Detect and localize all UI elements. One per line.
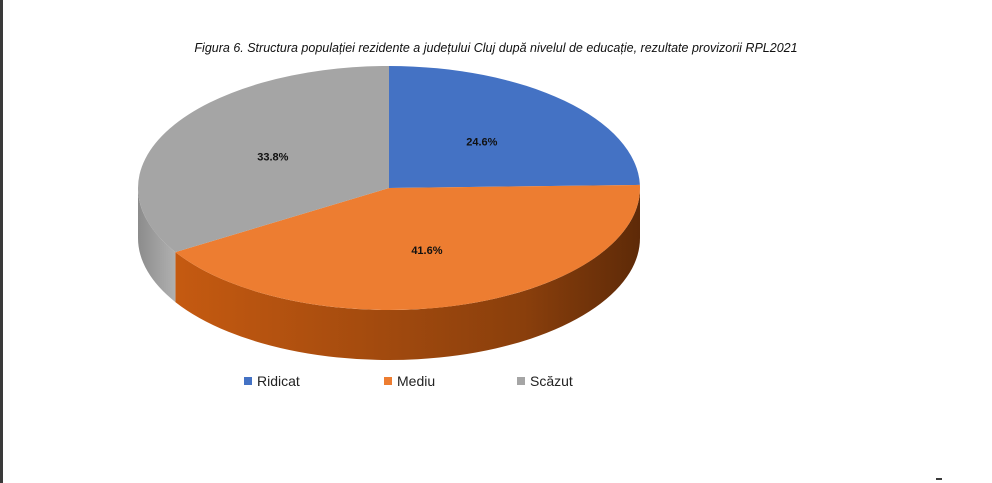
legend-label-scazut: Scăzut [530, 373, 573, 389]
slice-label-ridicat: 24.6% [466, 137, 497, 149]
page-border [0, 0, 3, 483]
legend-label-ridicat: Ridicat [257, 373, 300, 389]
figure-title: Figura 6. Structura populației rezidente… [194, 41, 798, 55]
legend-item-ridicat: Ridicat [244, 373, 300, 389]
slice-side-scazut [138, 188, 176, 303]
legend-swatch-mediu [384, 377, 392, 385]
slice-label-scazut: 33.8% [257, 151, 288, 163]
slice-side-mediu [175, 188, 640, 361]
legend-item-mediu: Mediu [384, 373, 435, 389]
slice-mediu [175, 184, 640, 310]
legend-swatch-scazut [517, 377, 525, 385]
legend-label-mediu: Mediu [397, 373, 436, 389]
slice-scazut [138, 66, 389, 253]
slice-ridicat [389, 66, 640, 188]
legend: Ridicat Mediu Scăzut [0, 373, 992, 391]
legend-item-scazut: Scăzut [517, 373, 573, 389]
legend-swatch-ridicat [244, 377, 252, 385]
page-corner-mark [936, 478, 942, 480]
slice-label-mediu: 41.6% [411, 245, 442, 257]
